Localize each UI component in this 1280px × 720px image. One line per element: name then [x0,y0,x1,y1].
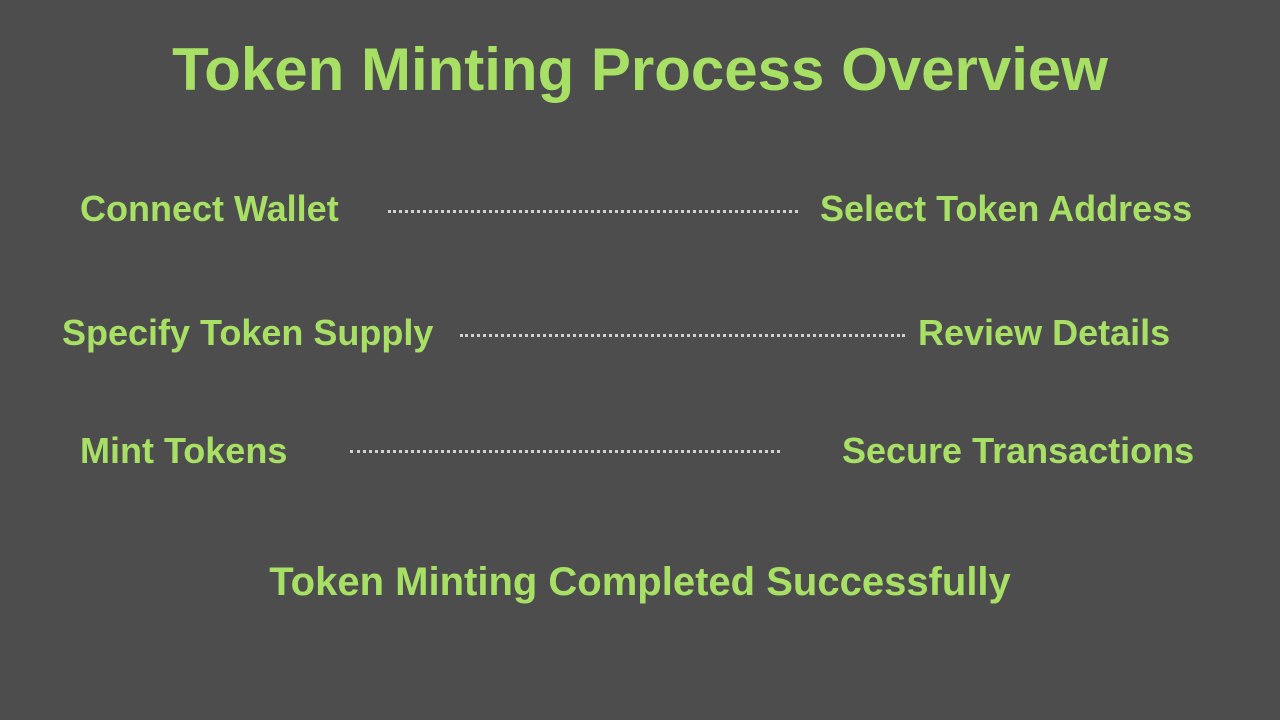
connector-3 [350,450,780,453]
step-specify-token-supply: Specify Token Supply [62,312,433,354]
step-select-token-address: Select Token Address [820,188,1192,230]
step-connect-wallet: Connect Wallet [80,188,339,230]
completion-message: Token Minting Completed Successfully [0,560,1280,605]
connector-1 [388,210,798,213]
step-review-details: Review Details [918,312,1170,354]
page-title: Token Minting Process Overview [0,35,1280,104]
step-mint-tokens: Mint Tokens [80,430,287,472]
connector-2 [460,334,905,337]
step-secure-transactions: Secure Transactions [842,430,1194,472]
